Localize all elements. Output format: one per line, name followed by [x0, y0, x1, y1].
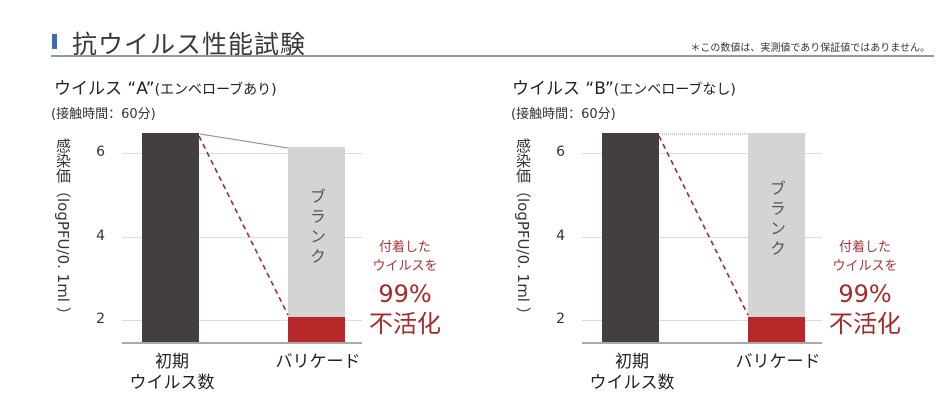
page-title: 抗ウイルス性能試験: [72, 30, 307, 59]
bar-barricade: [748, 317, 805, 343]
gridline-2: [122, 320, 362, 321]
y-tick-4: 4: [556, 228, 565, 244]
x-axis: [582, 342, 822, 344]
category-initial-line1: 初期: [615, 352, 649, 372]
title-divider: [51, 55, 934, 57]
chart-a-title-main: ウイルス “A”: [54, 79, 155, 99]
bar-initial-virus: [142, 133, 199, 343]
chart-b-title-sub: (エンベローブなし): [613, 82, 736, 98]
bar-initial-virus: [602, 133, 659, 343]
bar-blank: [288, 147, 345, 317]
gridline-4: [582, 237, 822, 238]
category-initial-line2: ウイルス数: [129, 373, 215, 393]
chart-a-title-sub: (エンベローブあり): [154, 82, 277, 98]
chart-a-contact-time: (接触時間：60分): [51, 107, 156, 122]
blank-label: ブランク: [767, 180, 786, 260]
annotation-line1: 付着した: [378, 240, 431, 255]
category-initial: 初期 ウイルス数: [572, 352, 692, 394]
blank-label: ブランク: [307, 188, 326, 268]
annotation-line2: ウイルスを: [832, 259, 898, 274]
ylabel-unit: （logPFU/0. 1ml ）: [514, 183, 532, 322]
y-tick-2: 2: [556, 311, 565, 327]
gridline-2: [582, 320, 822, 321]
y-tick-4: 4: [96, 228, 105, 244]
chart-panel-a: ウイルス “A”(エンベローブあり) (接触時間：60分) 感染価（logPFU…: [0, 0, 441, 403]
category-initial-line1: 初期: [155, 352, 189, 372]
category-barricade: バリケード: [735, 352, 821, 372]
annotation-inactivated: 不活化: [369, 310, 441, 338]
annotation-caption: 付着した ウイルスを: [820, 238, 910, 276]
y-tick-2: 2: [96, 311, 105, 327]
annotation-percent: 99%: [838, 280, 892, 308]
bar-barricade: [288, 317, 345, 343]
trend-lines: [658, 133, 749, 316]
annotation-percent: 99%: [378, 280, 432, 308]
ylabel-main: 感染価: [514, 138, 532, 183]
chart-b-title-main: ウイルス “B”: [512, 79, 614, 99]
annotation-line2: ウイルスを: [372, 259, 438, 274]
title-accent-bar: [52, 30, 65, 52]
chart-a-y-axis-label: 感染価（logPFU/0. 1ml ）: [52, 138, 74, 322]
category-barricade: バリケード: [275, 352, 361, 372]
bar-blank: [748, 133, 805, 317]
x-axis: [122, 342, 362, 344]
chart-b-contact-time: (接触時間：60分): [511, 107, 616, 122]
annotation-inactivated: 不活化: [829, 310, 901, 338]
y-tick-6: 6: [556, 144, 565, 160]
category-initial: 初期 ウイルス数: [112, 352, 232, 394]
ylabel-main: 感染価: [54, 138, 72, 183]
trend-lines: [198, 133, 289, 316]
disclaimer-note: ＊この数値は、実測値であり保証値ではありません。: [690, 43, 930, 54]
gridline-6: [582, 153, 822, 154]
annotation-caption: 付着した ウイルスを: [360, 238, 450, 276]
chart-a-title: ウイルス “A”(エンベローブあり): [54, 74, 277, 99]
y-tick-6: 6: [96, 144, 105, 160]
chart-panel-b: ウイルス “B”(エンベローブなし) (接触時間：60分) 感染価（logPFU…: [460, 0, 901, 403]
ylabel-unit: （logPFU/0. 1ml ）: [54, 183, 72, 322]
category-initial-line2: ウイルス数: [589, 373, 675, 393]
chart-b-y-axis-label: 感染価（logPFU/0. 1ml ）: [512, 138, 534, 322]
gridline-4: [122, 237, 362, 238]
chart-b-title: ウイルス “B”(エンベローブなし): [512, 74, 736, 99]
gridline-6: [122, 153, 362, 154]
annotation-line1: 付着した: [838, 240, 891, 255]
